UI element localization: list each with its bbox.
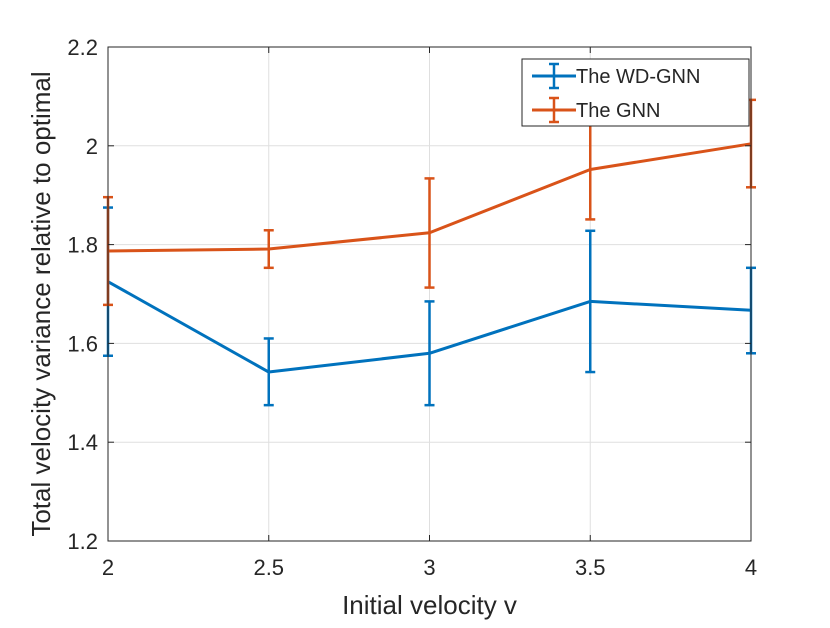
legend-entry-0: The WD-GNN	[532, 62, 700, 90]
x-tick-label: 3.5	[575, 555, 606, 580]
legend-box	[521, 58, 750, 127]
legend-label: The WD-GNN	[576, 66, 700, 88]
x-tick-label: 2	[102, 555, 114, 580]
x-axis-label: Initial velocity v	[342, 590, 517, 620]
legend-label: The GNN	[576, 100, 660, 122]
y-tick-label: 1.6	[67, 331, 98, 356]
y-tick-label: 2.2	[67, 35, 98, 60]
y-tick-label: 2	[86, 134, 98, 159]
x-tick-label: 3	[423, 555, 435, 580]
y-tick-label: 1.8	[67, 233, 98, 258]
y-axis-label: Total velocity variance relative to opti…	[26, 71, 56, 536]
y-tick-label: 1.4	[67, 430, 98, 455]
y-tick-label: 1.2	[67, 529, 98, 554]
tick-layer: 2 2.5 3 3.5 4 1.2 1.4 1.6 1.8 2 2.2	[67, 35, 757, 580]
legend: The WD-GNN The GNN	[521, 58, 750, 127]
legend-entry-1: The GNN	[532, 96, 660, 124]
x-tick-label: 2.5	[253, 555, 284, 580]
x-tick-label: 4	[745, 555, 757, 580]
